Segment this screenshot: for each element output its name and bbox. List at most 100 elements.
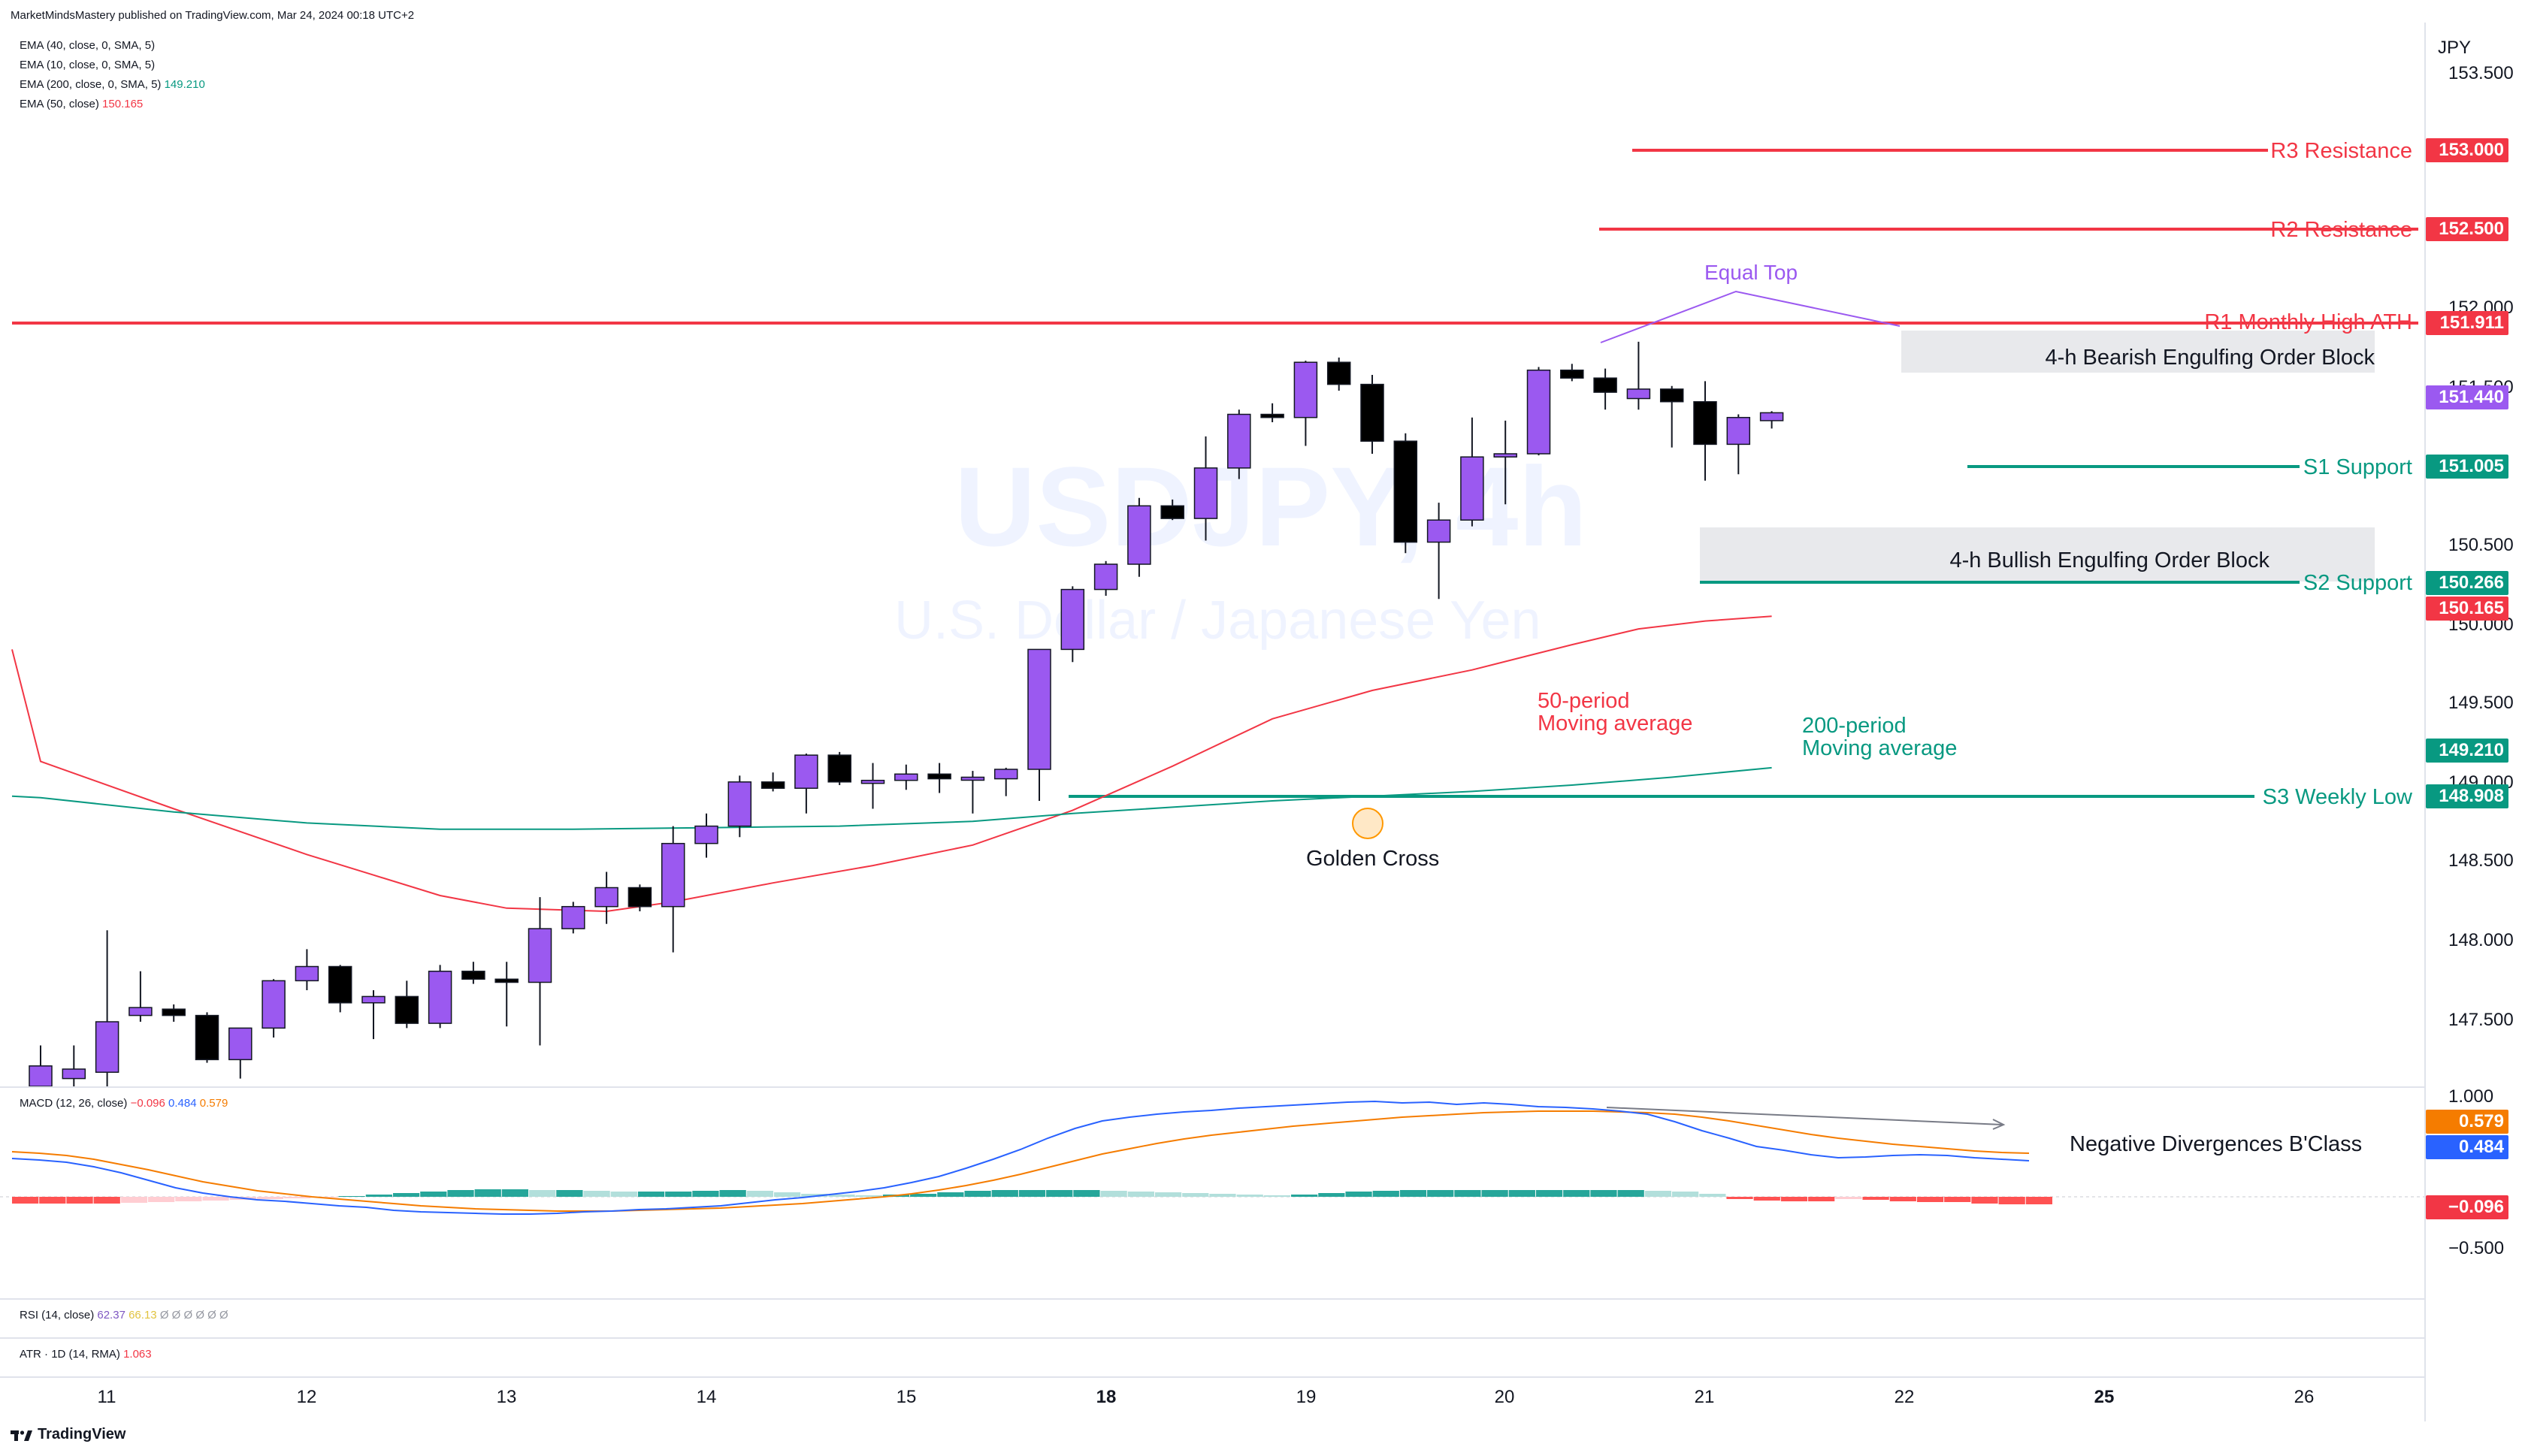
candle-body[interactable] xyxy=(395,995,419,1024)
candle-body[interactable] xyxy=(95,1021,119,1073)
candle-body[interactable] xyxy=(461,971,485,980)
candle-body[interactable] xyxy=(328,965,352,1004)
time-tick: 15 xyxy=(896,1387,917,1407)
legend-row[interactable]: EMA (50, close) 150.165 xyxy=(20,98,144,110)
candle-body[interactable] xyxy=(494,978,519,983)
pane-separator[interactable] xyxy=(0,1086,2424,1088)
candle-body[interactable] xyxy=(1726,416,1751,446)
candle-body[interactable] xyxy=(960,776,985,781)
atr-legend[interactable]: ATR · 1D (14, RMA) 1.063 xyxy=(20,1348,152,1361)
candle-body[interactable] xyxy=(1360,383,1384,442)
candle-body[interactable] xyxy=(594,887,618,908)
candle-body[interactable] xyxy=(894,773,918,781)
indicator-legend: EMA (40, close, 0, SMA, 5) EMA (10, clos… xyxy=(20,39,205,117)
histogram-bar xyxy=(1018,1190,1046,1197)
candle-body[interactable] xyxy=(1759,412,1784,421)
candle-body[interactable] xyxy=(129,1007,153,1016)
candle-body[interactable] xyxy=(661,842,685,908)
candle-body[interactable] xyxy=(1460,456,1484,521)
macd-line[interactable] xyxy=(11,1100,2030,1215)
candle-body[interactable] xyxy=(860,779,885,784)
candle-body[interactable] xyxy=(29,1065,53,1086)
legend-row[interactable]: EMA (40, close, 0, SMA, 5) xyxy=(20,39,156,52)
candle-body[interactable] xyxy=(1526,369,1551,455)
macd-chart[interactable]: Negative Divergences B'Class xyxy=(0,1088,2424,1298)
price-axis-border xyxy=(2424,23,2426,1421)
histogram-bar xyxy=(964,1191,991,1197)
histogram-bar xyxy=(937,1192,964,1197)
candle-body[interactable] xyxy=(162,1008,186,1016)
histogram-bar xyxy=(1590,1190,1617,1197)
ema200-line[interactable] xyxy=(11,766,1772,830)
macd-legend[interactable]: MACD (12, 26, close) −0.096 0.484 0.579 xyxy=(20,1097,228,1110)
bearish-order-block[interactable] xyxy=(1901,331,2375,373)
candle-body[interactable] xyxy=(1426,519,1451,543)
legend-row[interactable]: EMA (200, close, 0, SMA, 5) 149.210 xyxy=(20,78,205,91)
candle-body[interactable] xyxy=(827,754,851,783)
golden-cross-marker[interactable] xyxy=(1352,808,1383,839)
candle-body[interactable] xyxy=(1393,440,1418,543)
pane-separator[interactable] xyxy=(0,1376,2424,1378)
macd-signal-line[interactable] xyxy=(11,1110,2030,1212)
pane-separator[interactable] xyxy=(0,1337,2424,1339)
macd-histogram[interactable] xyxy=(12,1189,2052,1204)
candle-body[interactable] xyxy=(927,773,951,780)
equal-top-lines[interactable] xyxy=(1600,290,1901,343)
candle-body[interactable] xyxy=(1193,467,1218,519)
candle-body[interactable] xyxy=(1693,400,1717,446)
candle-body[interactable] xyxy=(727,781,752,827)
candle-body[interactable] xyxy=(528,928,552,983)
candle-body[interactable] xyxy=(1060,588,1085,651)
macd-tick: 1.000 xyxy=(2448,1086,2494,1107)
time-tick: 14 xyxy=(696,1387,717,1407)
tradingview-brand: TradingView xyxy=(38,1426,126,1442)
price-tick: 153.500 xyxy=(2448,63,2514,83)
histogram-bar xyxy=(1318,1193,1345,1197)
bullish-order-block[interactable] xyxy=(1700,527,2375,581)
histogram-bar xyxy=(583,1191,610,1197)
candle-body[interactable] xyxy=(794,754,818,789)
candle-body[interactable] xyxy=(1293,361,1318,418)
candles[interactable] xyxy=(29,341,1784,1086)
negative-divergence-label: Negative Divergences B'Class xyxy=(2070,1132,2362,1156)
candle-body[interactable] xyxy=(993,769,1018,780)
candle-body[interactable] xyxy=(1160,505,1184,519)
candle-body[interactable] xyxy=(627,887,652,908)
candle-body[interactable] xyxy=(561,905,585,929)
candle-body[interactable] xyxy=(228,1027,253,1061)
divergence-line[interactable] xyxy=(1606,1107,2003,1125)
price-chart[interactable]: Equal Top R3 Resistance R2 Resistance R1… xyxy=(0,0,2424,1086)
candle-body[interactable] xyxy=(1127,505,1151,565)
candle-body[interactable] xyxy=(195,1014,219,1061)
candle-body[interactable] xyxy=(262,980,286,1029)
price-tag-153000: 153.000 xyxy=(2426,138,2508,162)
candle-body[interactable] xyxy=(694,825,718,844)
candle-body[interactable] xyxy=(428,971,452,1024)
candle-body[interactable] xyxy=(1593,377,1617,393)
rsi-legend[interactable]: RSI (14, close) 62.37 66.13 Ø Ø Ø Ø Ø Ø xyxy=(20,1309,228,1322)
candle-body[interactable] xyxy=(761,781,785,789)
s1-label: S1 Support xyxy=(2303,455,2412,479)
macd-tag-signal: 0.579 xyxy=(2426,1110,2508,1134)
tradingview-logo[interactable]: TradingView xyxy=(11,1426,125,1443)
candle-body[interactable] xyxy=(1560,369,1584,379)
ema50-line[interactable] xyxy=(11,615,1772,913)
candle-body[interactable] xyxy=(1227,413,1251,469)
candle-body[interactable] xyxy=(295,965,319,982)
candle-body[interactable] xyxy=(1260,413,1284,418)
candle-body[interactable] xyxy=(1659,388,1684,403)
candle-body[interactable] xyxy=(1626,388,1651,400)
candle-body[interactable] xyxy=(1027,648,1051,770)
pane-separator[interactable] xyxy=(0,1298,2424,1300)
legend-row[interactable]: EMA (10, close, 0, SMA, 5) xyxy=(20,59,156,71)
candle-body[interactable] xyxy=(361,995,386,1004)
price-tag-151005: 151.005 xyxy=(2426,455,2508,479)
currency-label[interactable]: JPY xyxy=(2438,38,2472,58)
candle-body[interactable] xyxy=(1093,563,1118,591)
candle-body[interactable] xyxy=(1493,453,1517,458)
histogram-bar xyxy=(1399,1190,1427,1197)
candle-body[interactable] xyxy=(1326,361,1351,385)
time-tick: 20 xyxy=(1494,1387,1515,1407)
candle-body[interactable] xyxy=(62,1068,86,1080)
histogram-bar xyxy=(1808,1197,1835,1201)
